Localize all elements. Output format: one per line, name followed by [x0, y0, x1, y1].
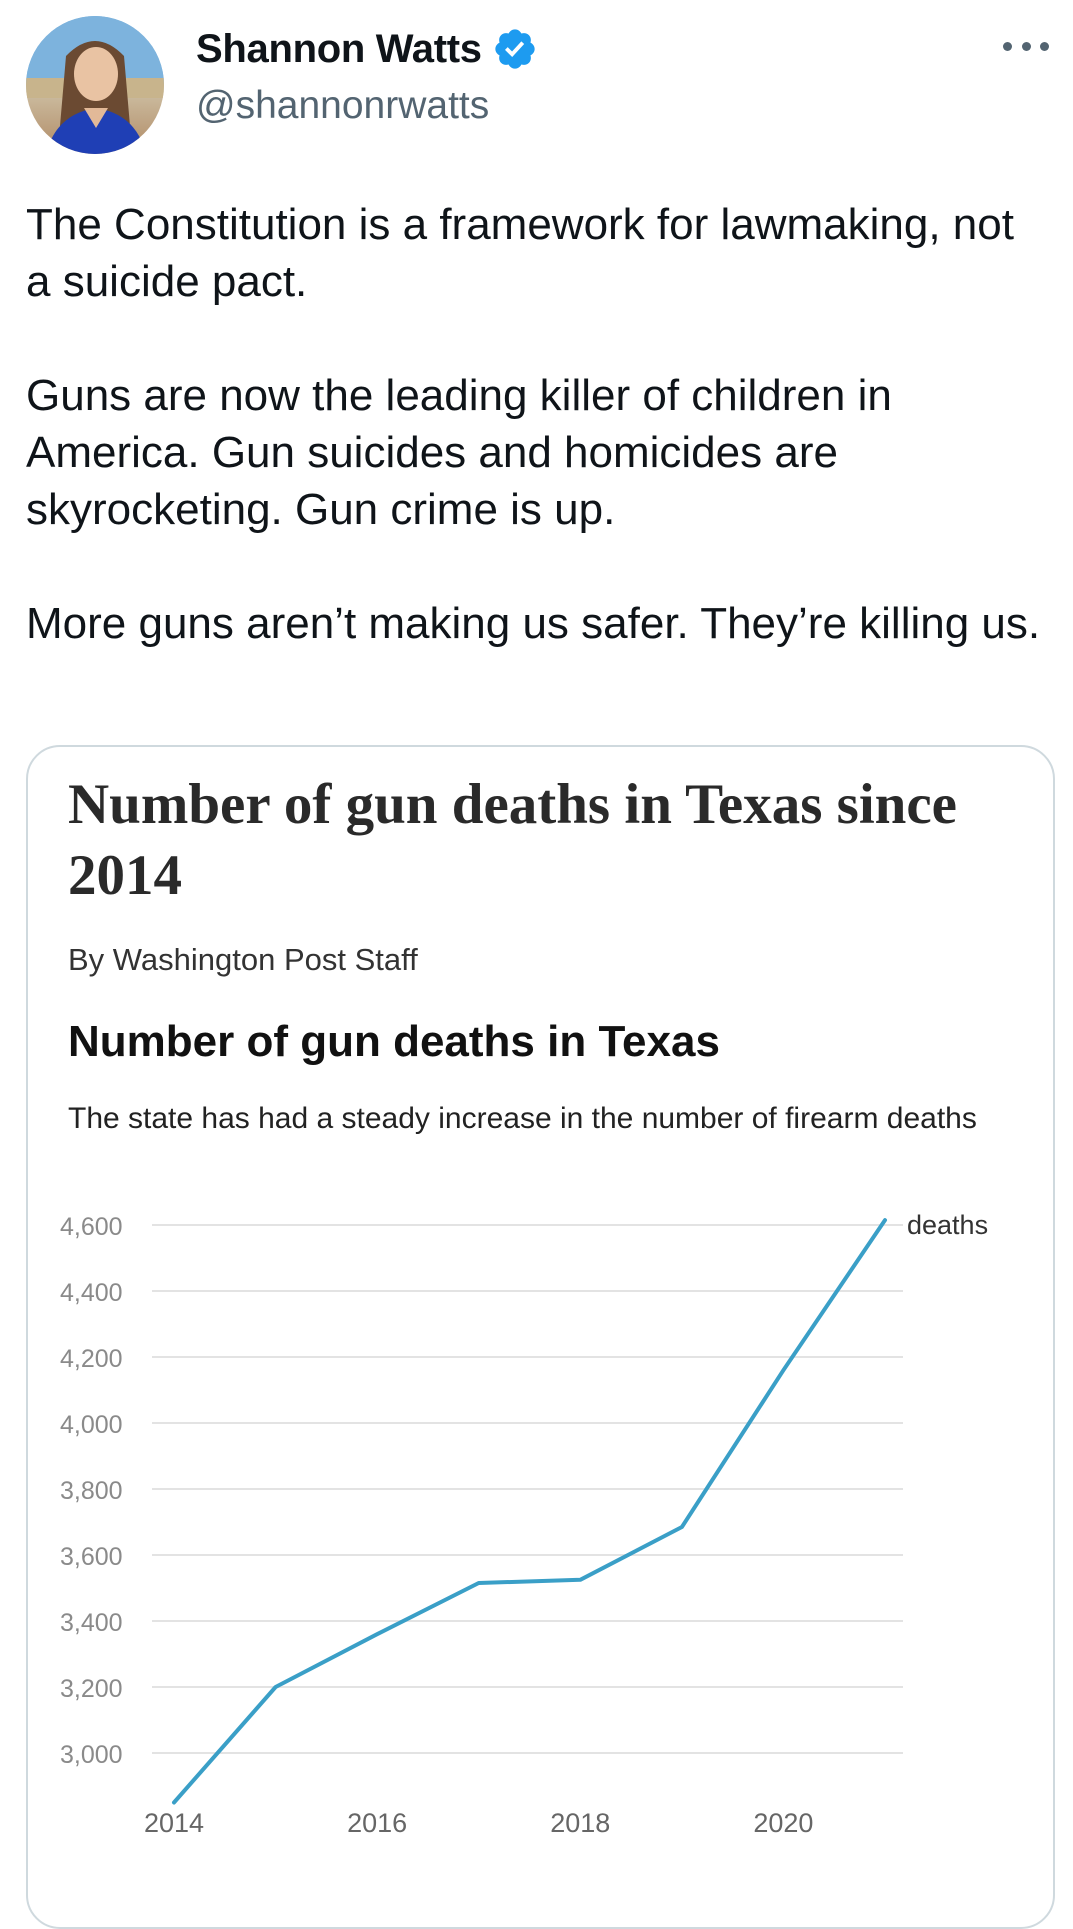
y-tick-label: 4,200 [60, 1345, 123, 1373]
avatar[interactable] [26, 16, 164, 154]
tweet-paragraph: More guns aren’t making us safer. They’r… [26, 595, 1046, 652]
tweet-paragraph: The Constitution is a framework for lawm… [26, 196, 1046, 310]
y-tick-label: 3,400 [60, 1609, 123, 1637]
author-handle[interactable]: @shannonrwatts [196, 84, 489, 128]
y-tick-label: 3,000 [60, 1741, 123, 1769]
y-tick-label: 3,800 [60, 1477, 123, 1505]
y-tick-label: 4,000 [60, 1411, 123, 1439]
x-tick-label: 2018 [550, 1808, 610, 1838]
x-tick-label: 2020 [753, 1808, 813, 1838]
y-tick-label: 4,600 [60, 1213, 123, 1241]
link-card[interactable]: Number of gun deaths in Texas since 2014… [26, 745, 1055, 1929]
tweet-paragraph: Guns are now the leading killer of child… [26, 367, 1046, 538]
line-chart: 3,000 3,200 3,400 3,600 3,800 4,000 4,200 4,400… [28, 747, 1053, 1927]
more-options-icon[interactable] [1003, 38, 1049, 54]
author-name-row[interactable]: Shannon Watts [196, 26, 538, 72]
x-tick-label: 2016 [347, 1808, 407, 1838]
y-tick-label: 3,600 [60, 1543, 123, 1571]
y-tick-label: 4,400 [60, 1279, 123, 1307]
y-tick-label: 3,200 [60, 1675, 123, 1703]
verified-badge-icon [492, 26, 538, 72]
author-name[interactable]: Shannon Watts [196, 27, 482, 72]
tweet-text: The Constitution is a framework for lawm… [26, 196, 1046, 709]
x-tick-label: 2014 [144, 1808, 204, 1838]
series-label-deaths: deaths [907, 1210, 988, 1240]
series-line-deaths [174, 1220, 885, 1802]
